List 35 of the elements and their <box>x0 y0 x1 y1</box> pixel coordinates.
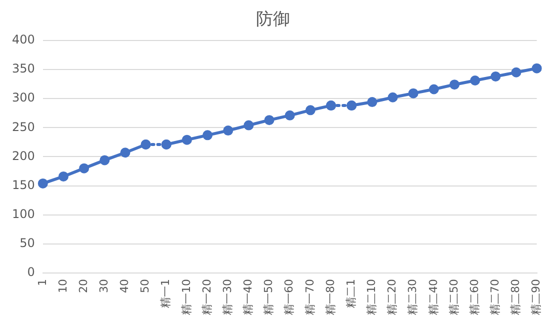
chart-title: 防御 <box>256 10 290 30</box>
x-tick-label: 1 <box>36 279 49 286</box>
x-tick-label: 精一70 <box>303 279 316 316</box>
y-tick-label: 250 <box>12 120 35 134</box>
y-tick-label: 150 <box>12 178 35 192</box>
x-tick-label: 精一10 <box>180 279 193 316</box>
x-tick-label: 精一80 <box>324 279 337 316</box>
y-tick-label: 350 <box>12 62 35 76</box>
x-tick-label: 精二70 <box>488 279 502 316</box>
x-tick-label: 精一1 <box>159 279 172 308</box>
y-tick-label: 300 <box>12 90 35 105</box>
x-tick-label: 精一20 <box>200 279 214 316</box>
x-tick-label: 40 <box>118 279 132 294</box>
x-tick-label: 30 <box>98 279 110 294</box>
x-tick-label: 20 <box>76 279 90 294</box>
x-tick-label: 精一40 <box>242 279 255 316</box>
x-tick-label: 精一30 <box>220 279 234 316</box>
y-tick-label: 0 <box>27 265 35 280</box>
x-tick-label: 精二1 <box>344 279 358 308</box>
y-tick-label: 200 <box>12 148 35 163</box>
y-tick-label: 100 <box>12 206 35 221</box>
x-tick-label: 精二60 <box>468 279 481 316</box>
y-tick-label: 50 <box>20 236 35 250</box>
x-tick-label: 精一60 <box>282 279 296 316</box>
x-tick-label: 50 <box>138 279 152 294</box>
x-tick-label: 精一50 <box>262 279 276 316</box>
x-tick-label: 精二50 <box>447 279 460 316</box>
x-tick-label: 精二80 <box>509 279 522 316</box>
y-tick-label: 400 <box>12 32 35 47</box>
x-tick-label: 精二40 <box>426 279 440 316</box>
x-tick-label: 精二10 <box>365 279 378 316</box>
x-tick-label: 精二20 <box>386 279 399 316</box>
x-tick-label: 精二90 <box>530 279 543 316</box>
x-tick-label: 精二30 <box>406 279 420 316</box>
x-tick-label: 10 <box>56 279 70 294</box>
